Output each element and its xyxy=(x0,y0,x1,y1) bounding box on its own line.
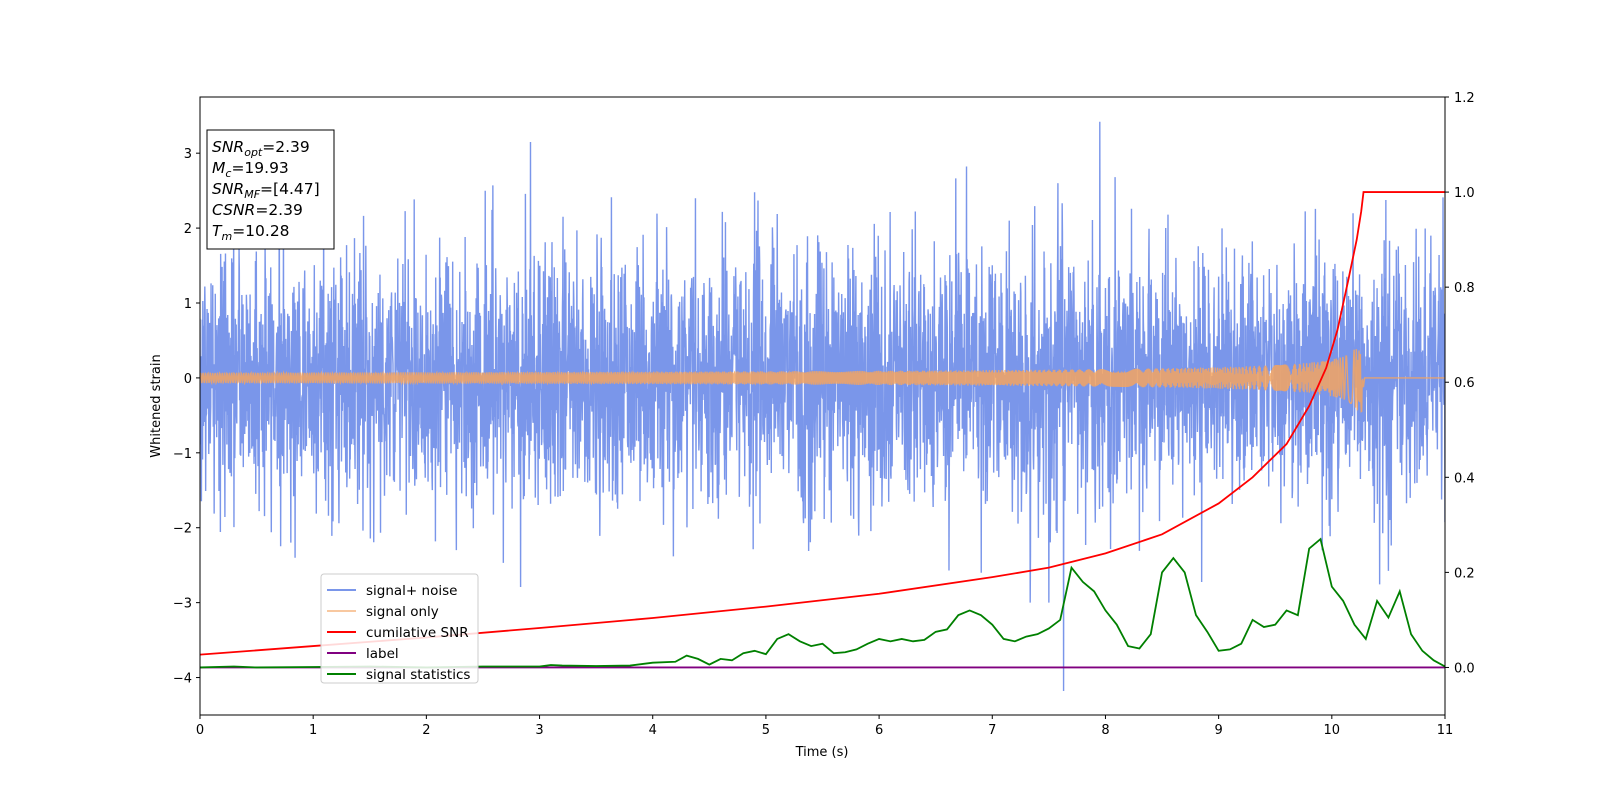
legend-frame xyxy=(320,573,479,684)
y2-tick-label: 0.8 xyxy=(1454,281,1475,296)
annotation-line: Mc=19.93 xyxy=(212,159,289,180)
x-tick-label: 10 xyxy=(1324,723,1341,738)
y-tick-label: 1 xyxy=(184,297,192,312)
x-tick-label: 1 xyxy=(309,723,317,738)
x-tick-label: 2 xyxy=(422,723,430,738)
annotation-frame xyxy=(206,129,335,250)
annotation-line: Tm=10.28 xyxy=(212,222,290,243)
x-tick-label: 4 xyxy=(649,723,657,738)
y2-tick-label: 0.4 xyxy=(1454,471,1475,486)
legend-label-label: label xyxy=(366,646,399,662)
snr-annotation-box: SNRopt=2.39Mc=19.93SNRMF=[4.47]CSNR=2.39… xyxy=(206,129,335,250)
y2-tick-label: 0.6 xyxy=(1454,376,1475,391)
legend-label-noise: signal+ noise xyxy=(366,583,457,599)
y-tick-label: 3 xyxy=(184,147,192,162)
y2-tick-label: 1.0 xyxy=(1454,186,1475,201)
y-axis-label: Whitened strain xyxy=(149,354,164,457)
x-tick-label: 3 xyxy=(535,723,543,738)
y-tick-label: −4 xyxy=(173,672,192,687)
y-tick-label: −1 xyxy=(173,447,192,462)
series-line-stats xyxy=(200,537,1445,669)
x-tick-label: 8 xyxy=(1101,723,1109,738)
y2-tick-label: 0.0 xyxy=(1454,661,1475,676)
legend-label-csnr: cumilative SNR xyxy=(366,625,469,641)
x-tick-label: 9 xyxy=(1214,723,1222,738)
x-tick-label: 6 xyxy=(875,723,883,738)
legend-label-stats: signal statistics xyxy=(366,667,470,683)
y2-tick-label: 0.2 xyxy=(1454,566,1475,581)
annotation-line: SNRopt=2.39 xyxy=(212,138,310,159)
y-tick-label: 0 xyxy=(184,372,192,387)
y-tick-label: −2 xyxy=(173,522,192,537)
legend-label-signal: signal only xyxy=(366,604,439,620)
y-tick-label: −3 xyxy=(173,597,192,612)
series-line-signal-noise xyxy=(200,121,1445,692)
legend: signal+ noise signal only cumilative SNR la… xyxy=(320,573,479,684)
series-line-csnr xyxy=(200,191,1445,656)
y2-tick-label: 1.2 xyxy=(1454,91,1475,106)
plot-frame xyxy=(199,96,1446,716)
axes-layer: 0 1 2 3 4 5 6 7 8 9 10 11 −4 −3 −2 −1 0 1 2 3 0.0 0.2 0.4 0.6 0.… xyxy=(173,91,1475,738)
annotation-line: CSNR=2.39 xyxy=(212,201,303,219)
series-line-signal-only xyxy=(200,349,1445,413)
x-tick-label: 7 xyxy=(988,723,996,738)
annotation-line: SNRMF=[4.47] xyxy=(212,180,320,201)
y-tick-label: 2 xyxy=(184,222,192,237)
x-tick-label: 11 xyxy=(1437,723,1454,738)
x-tick-label: 0 xyxy=(196,723,204,738)
x-axis-label: Time (s) xyxy=(795,745,849,760)
x-tick-label: 5 xyxy=(762,723,770,738)
